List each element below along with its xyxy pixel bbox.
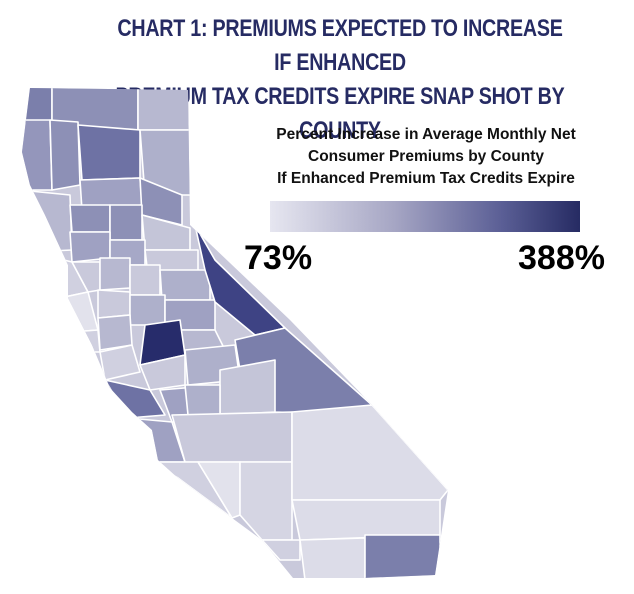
legend-max-label: 388% (518, 239, 605, 277)
county-orange (261, 539, 301, 561)
county-solano (97, 289, 131, 319)
legend-title-line-3: If Enhanced Premium Tax Credits Expire (277, 170, 575, 187)
legend-title-line-1: Percent Increase in Average Monthly Net (276, 126, 576, 143)
legend-title-line-2: Consumer Premiums by County (308, 148, 544, 165)
chart-title: CHART 1: PREMIUMS EXPECTED TO INCREASE I… (110, 12, 569, 148)
legend-title: Percent Increase in Average Monthly Net … (226, 124, 626, 190)
county-contra-costa (97, 314, 133, 351)
county-glenn (69, 204, 111, 233)
county-san-diego (299, 537, 366, 578)
legend-min-label: 73% (244, 239, 313, 277)
county-san-joaquin (129, 294, 166, 326)
county-mendocino (22, 189, 73, 253)
california-county-map (22, 88, 448, 578)
county-sacramento (129, 264, 161, 296)
county-san-bernardino (291, 404, 448, 501)
county-trinity (49, 119, 81, 191)
county-humboldt (22, 119, 53, 191)
county-kings (184, 384, 221, 416)
legend-color-scale (270, 201, 580, 232)
county-butte (109, 204, 143, 241)
county-imperial (364, 534, 441, 578)
county-el-dorado (159, 269, 211, 301)
county-san-francisco (71, 329, 101, 353)
county-riverside (291, 499, 441, 541)
chart-title-line-1: CHART 1: PREMIUMS EXPECTED TO INCREASE I… (117, 15, 563, 76)
county-shasta (77, 124, 141, 181)
chart-title-line-2: PREMIUM TAX CREDITS EXPIRE SNAP SHOT BY … (115, 83, 565, 144)
county-del-norte (22, 88, 53, 126)
county-modoc (137, 88, 196, 131)
county-yolo (99, 257, 131, 291)
county-santa-clara (99, 344, 141, 381)
county-plumas (139, 177, 183, 226)
county-tulare (219, 359, 276, 416)
county-kern (171, 411, 293, 463)
